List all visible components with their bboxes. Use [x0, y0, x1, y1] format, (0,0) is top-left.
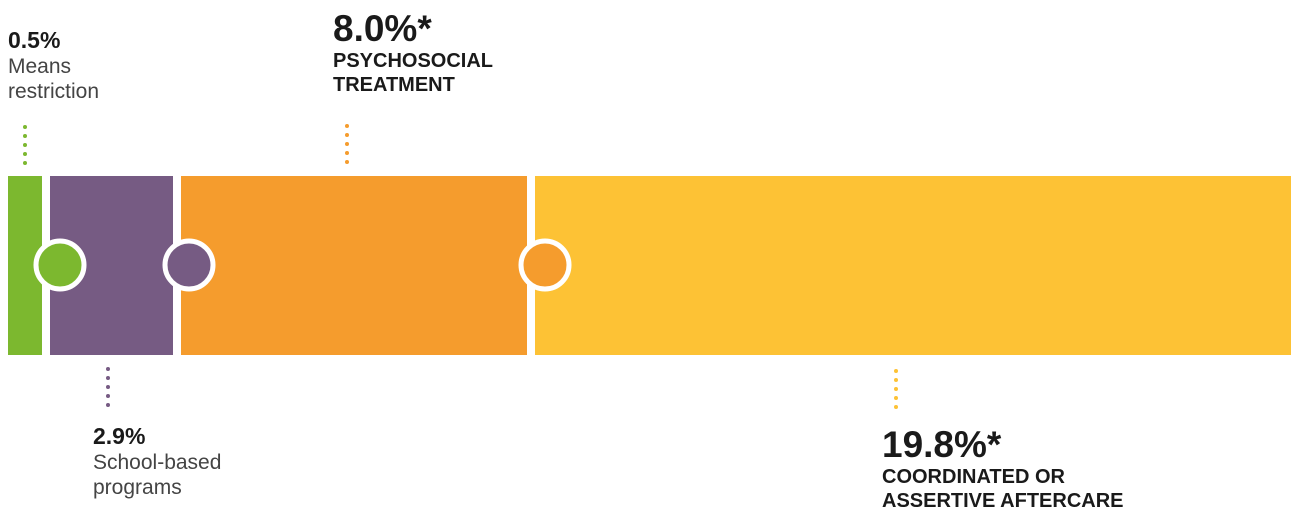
label-school-based-programs: 2.9% School-based programs: [93, 423, 222, 500]
label-means-restriction: 0.5% Means restriction: [8, 27, 100, 104]
name-psychosocial-line2: TREATMENT: [333, 73, 455, 96]
label-psychosocial-treatment: 8.0%* PSYCHOSOCIAL TREATMENT: [333, 8, 493, 97]
name-psychosocial-line1: PSYCHOSOCIAL: [333, 49, 494, 72]
name-coordinated-aftercare: COORDINATED OR ASSERTIVE AFTERCARE: [882, 465, 1124, 513]
value-means-restriction: 0.5%: [8, 27, 61, 53]
leader-dots-coordinated-aftercare: [894, 369, 898, 409]
leader-dots-psychosocial-treatment: [345, 124, 349, 164]
name-psychosocial-treatment: PSYCHOSOCIAL TREATMENT: [333, 49, 493, 97]
segment-school-based-programs: [50, 176, 173, 355]
value-coordinated-aftercare: 19.8%*: [882, 424, 1002, 465]
name-school-based-line1: School-based: [93, 450, 222, 474]
segment-coordinated-aftercare: [535, 176, 1291, 355]
leader-dot: [106, 367, 110, 371]
leader-dot: [106, 403, 110, 407]
value-psychosocial-treatment: 8.0%*: [333, 8, 432, 49]
label-coordinated-aftercare: 19.8%* COORDINATED OR ASSERTIVE AFTERCAR…: [882, 424, 1124, 513]
leader-dot: [894, 396, 898, 400]
leader-dot: [23, 152, 27, 156]
segment-means-restriction: [8, 176, 42, 355]
name-means-restriction-line1: Means: [8, 54, 72, 78]
leader-dot: [106, 385, 110, 389]
leader-dot: [345, 151, 349, 155]
leader-dot: [345, 142, 349, 146]
leader-dot: [894, 378, 898, 382]
leader-dot: [23, 161, 27, 165]
leader-dot: [345, 133, 349, 137]
name-means-restriction-line2: restriction: [8, 79, 100, 103]
leader-dot: [23, 143, 27, 147]
leader-dot: [23, 125, 27, 129]
leader-dot: [345, 160, 349, 164]
leader-dot: [894, 369, 898, 373]
leader-dot: [894, 387, 898, 391]
value-school-based-programs: 2.9%: [93, 423, 146, 449]
leader-dot: [106, 376, 110, 380]
leader-dots-school-based-programs: [106, 367, 110, 407]
name-aftercare-line2: ASSERTIVE AFTERCARE: [882, 489, 1124, 512]
leader-dot: [23, 134, 27, 138]
puzzle-knob-psychosocial-treatment: [518, 238, 572, 292]
leader-dots-means-restriction: [23, 125, 27, 165]
puzzle-knob-school-based-programs: [162, 238, 216, 292]
name-school-based-line2: programs: [93, 475, 182, 499]
name-aftercare-line1: COORDINATED OR: [882, 465, 1065, 488]
segment-psychosocial-treatment: [181, 176, 527, 355]
puzzle-knob-means-restriction: [33, 238, 87, 292]
leader-dot: [894, 405, 898, 409]
leader-dot: [345, 124, 349, 128]
leader-dot: [106, 394, 110, 398]
